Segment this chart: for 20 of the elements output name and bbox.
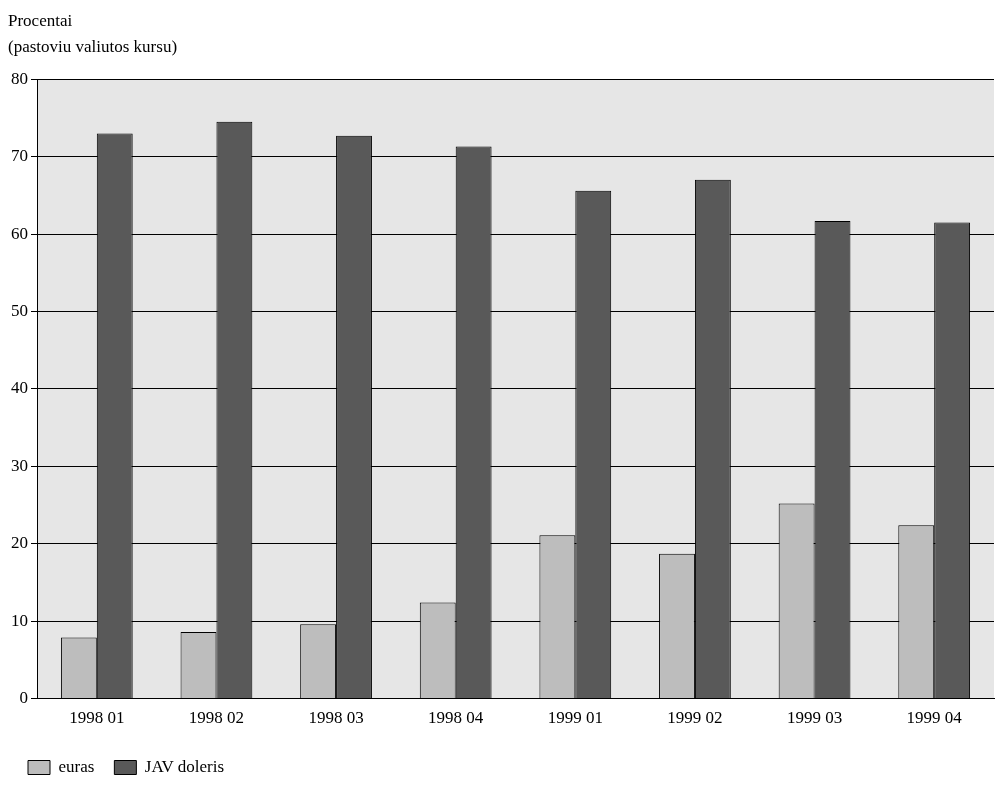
y-tick-label: 60 bbox=[11, 223, 28, 243]
x-tick-label: 1998 04 bbox=[428, 708, 484, 728]
x-tick-label: 1998 01 bbox=[69, 708, 125, 728]
y-tick-label: 70 bbox=[11, 146, 28, 166]
y-axis-title: Procentai (pastoviu valiutos kursu) bbox=[8, 10, 179, 58]
x-tick-label: 1999 03 bbox=[786, 708, 843, 728]
x-tick-label: 1998 03 bbox=[308, 708, 364, 728]
x-tick-label: 1999 02 bbox=[667, 708, 723, 728]
y-tick-label: 0 bbox=[19, 688, 28, 708]
x-tick-label: 1999 01 bbox=[547, 708, 603, 728]
y-tick-label: 30 bbox=[11, 455, 28, 475]
y-tick-label: 40 bbox=[11, 378, 28, 398]
x-tick-label: 1998 02 bbox=[188, 708, 245, 728]
y-tick-label: 80 bbox=[11, 68, 28, 88]
x-tick-label: 1999 04 bbox=[906, 708, 963, 728]
y-tick-label: 20 bbox=[11, 533, 28, 553]
legend-label: euras bbox=[58, 756, 95, 776]
legend-label: JAV doleris bbox=[144, 756, 225, 776]
y-tick-label: 50 bbox=[11, 300, 28, 320]
y-tick-label: 10 bbox=[11, 610, 28, 630]
